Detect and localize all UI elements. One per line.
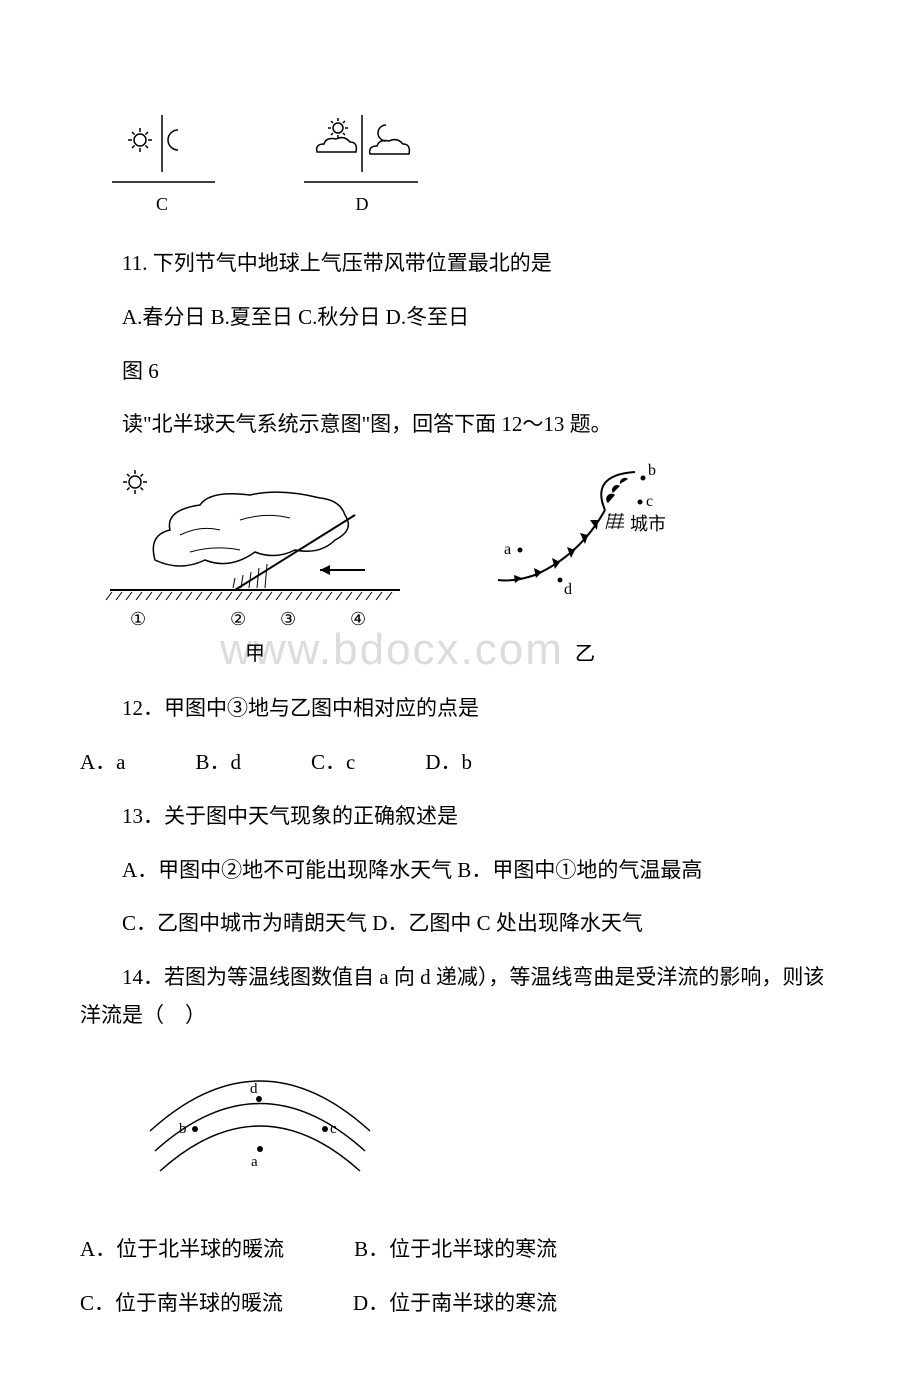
q12-opt-b: B．d (196, 744, 242, 782)
q13-stem: 13．关于图中天气现象的正确叙述是 (80, 798, 840, 836)
q11-options: A.春分日 B.夏至日 C.秋分日 D.冬至日 (80, 299, 840, 337)
q12-opt-d: D．b (425, 744, 472, 782)
svg-text:②: ② (230, 609, 246, 629)
q14-stem: 14．若图为等温线图数值自 a 向 d 递减），等温线弯曲是受洋流的影响，则该洋… (80, 959, 840, 1035)
q14-options-row1: A．位于北半球的暖流 B．位于北半球的寒流 (80, 1231, 840, 1269)
svg-text:乙: 乙 (575, 643, 595, 665)
panel-d-label: D (356, 194, 369, 214)
intro-12-13: 读"北半球天气系统示意图"图，回答下面 12～13 题。 (80, 406, 840, 444)
fig2-city-label: 城市 (630, 514, 666, 534)
q14-opt-b: B．位于北半球的寒流 (354, 1231, 557, 1269)
q12-options: A．a B．d C．c D．b (80, 744, 840, 782)
svg-text:b: b (648, 462, 656, 479)
svg-text:d: d (564, 581, 572, 598)
q11-figcap: 图 6 (80, 353, 840, 391)
svg-text:b: b (179, 1121, 187, 1137)
svg-text:c: c (330, 1121, 337, 1137)
svg-text:a: a (251, 1154, 258, 1170)
fig2-jia-label: 甲 (245, 643, 265, 665)
q12-opt-a: A．a (80, 744, 126, 782)
q12-stem: 12．甲图中③地与乙图中相对应的点是 (80, 690, 840, 728)
q14-opt-a: A．位于北半球的暖流 (80, 1231, 284, 1269)
figure-weather-systems: ① ② ③ ④ 甲 (80, 460, 840, 670)
svg-text:①: ① (130, 609, 146, 629)
figure-isotherms: a b c d (80, 1051, 840, 1211)
q14-options-row2: C．位于南半球的暖流 D．位于南半球的寒流 (80, 1285, 840, 1323)
svg-text:④: ④ (350, 609, 366, 629)
svg-text:d: d (250, 1081, 258, 1097)
q13-opt-ab: A．甲图中②地不可能出现降水天气 B．甲图中①地的气温最高 (80, 852, 840, 890)
q14-opt-d: D．位于南半球的寒流 (353, 1285, 557, 1323)
svg-text:c: c (646, 493, 653, 510)
svg-text:③: ③ (280, 609, 296, 629)
panel-c-label: C (156, 194, 168, 214)
q11-stem: 11. 下列节气中地球上气压带风带位置最北的是 (80, 245, 840, 283)
q12-opt-c: C．c (311, 744, 355, 782)
figure-weather-icons: C (80, 110, 840, 225)
main-content: C (80, 110, 840, 1322)
q14-opt-c: C．位于南半球的暖流 (80, 1285, 283, 1323)
q13-opt-cd: C．乙图中城市为晴朗天气 D．乙图中 C 处出现降水天气 (80, 905, 840, 943)
svg-text:a: a (504, 541, 511, 558)
